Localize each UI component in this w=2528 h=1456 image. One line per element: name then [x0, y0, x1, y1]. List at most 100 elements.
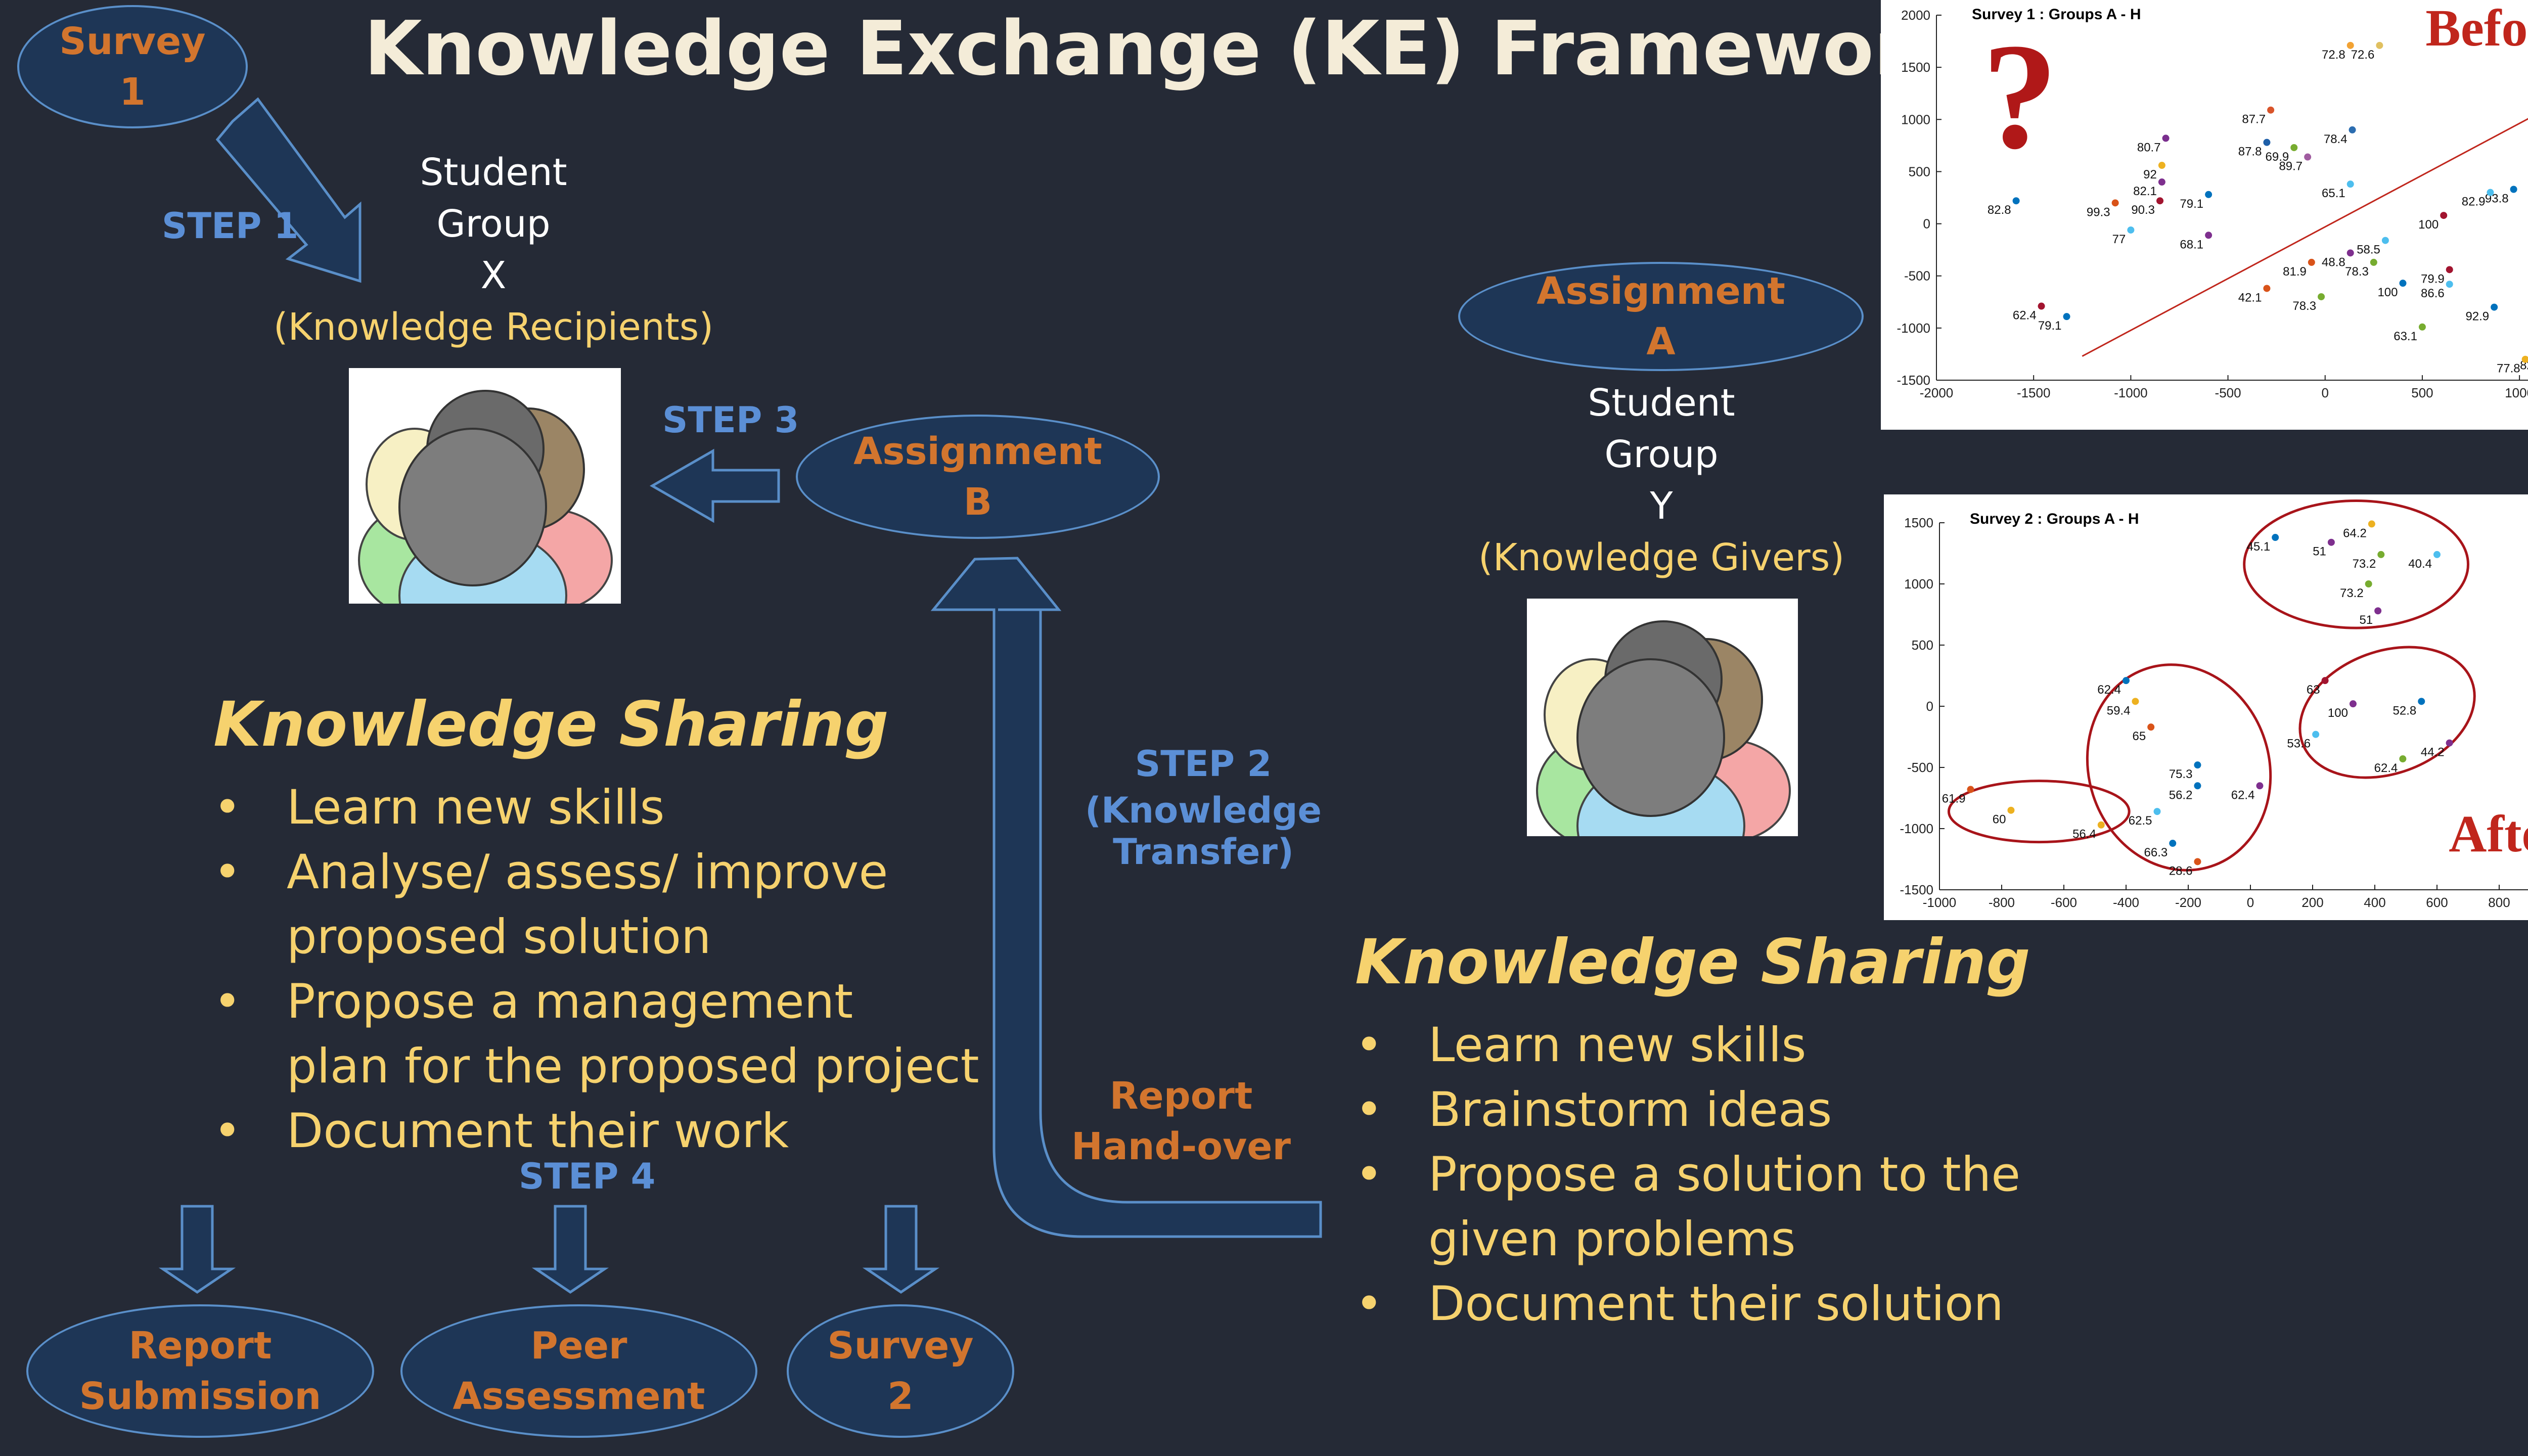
data-point [2370, 258, 2377, 266]
data-point-label: 72.6 [2351, 48, 2375, 62]
data-point-label: 58.5 [2357, 243, 2380, 257]
data-point-label: 62.4 [2013, 309, 2037, 323]
cluster-ellipse [2243, 499, 2469, 629]
data-point-label: 42.1 [2238, 291, 2262, 304]
data-point-label: 65 [2132, 730, 2146, 743]
data-point [2487, 189, 2494, 196]
data-point-label: 51 [2313, 545, 2326, 559]
x-tick-label: -2000 [1920, 385, 1954, 400]
ks-left-item-line1: Propose a management [287, 974, 853, 1029]
step1-arrow [215, 97, 362, 283]
x-tick-label: -200 [2175, 895, 2201, 910]
assignment-a-line1: Assignment [1537, 269, 1785, 313]
data-point [2346, 249, 2354, 257]
x-tick-label: -1500 [2017, 385, 2051, 400]
data-point-label: 44.2 [2421, 746, 2445, 759]
ks-left-item: Learn new skills [213, 776, 1022, 840]
data-point [2205, 232, 2213, 239]
data-point [2346, 41, 2354, 49]
step3-label: STEP 3 [662, 399, 799, 441]
x-tick-label: 400 [2364, 895, 2385, 910]
data-point-label: 63 [2307, 683, 2320, 697]
data-point [2446, 739, 2453, 747]
ks-right-item: Document their solution [1355, 1272, 2164, 1337]
data-point-label: 51 [2359, 613, 2373, 627]
x-tick-label: 500 [2411, 385, 2433, 400]
data-point [2365, 580, 2372, 587]
peer-assessment-line2: Assessment [453, 1375, 705, 1418]
step2-line2: (Knowledge Transfer) [1085, 790, 1322, 873]
ks-left-list: Learn new skills Analyse/ assess/ improv… [213, 776, 1022, 1164]
before-label: Before [2425, 0, 2528, 57]
data-point-label: 100 [2418, 218, 2439, 232]
data-point-label: 78.3 [2292, 299, 2316, 313]
y-tick-label: 1000 [1904, 576, 1933, 592]
group-x-line3: X [480, 254, 507, 297]
data-point-label: 92 [2143, 168, 2157, 181]
data-point [2158, 178, 2165, 186]
report-submission-oval: Report Submission [26, 1304, 374, 1438]
data-point-label: 80.7 [2137, 141, 2161, 154]
y-tick-label: -1500 [1897, 373, 1931, 388]
group-y-line2: Group [1604, 433, 1719, 476]
report-submission-line2: Submission [79, 1375, 322, 1418]
data-point-label: 100 [2377, 286, 2398, 299]
data-point-label: 62.5 [2129, 814, 2152, 828]
x-tick-label: 200 [2301, 895, 2323, 910]
data-point-label: 62.4 [2231, 788, 2255, 802]
data-point-label: 79.9 [2421, 272, 2445, 286]
data-point-label: 65.1 [2322, 187, 2345, 200]
group-x-illustration [349, 368, 621, 662]
y-tick-label: 1000 [1901, 112, 1930, 127]
ks-left-title: Knowledge Sharing [213, 689, 889, 760]
data-point-label: 82.9 [2462, 195, 2486, 209]
data-point-label: 78.4 [2324, 132, 2348, 146]
assignment-b-oval: Assignment B [796, 415, 1160, 539]
assignment-a-oval: Assignment A [1458, 262, 1864, 371]
survey-1-line1: Survey [59, 20, 206, 63]
data-point-label: 72.8 [2322, 48, 2345, 62]
data-point [2153, 808, 2161, 815]
ks-right-item: Learn new skills [1355, 1013, 2164, 1078]
data-point [2156, 197, 2164, 205]
y-tick-label: 1500 [1901, 60, 1930, 75]
x-tick-label: 0 [2322, 385, 2329, 400]
report-handover-line1: Report [1109, 1074, 1253, 1118]
data-point [2521, 355, 2528, 363]
people-group-icon [358, 390, 613, 662]
data-point [2377, 551, 2385, 558]
step4-arrow-survey2 [862, 1205, 940, 1294]
cluster-ellipse [2298, 646, 2476, 779]
data-point-label: 56.2 [2169, 788, 2193, 802]
data-point-label: 89.7 [2279, 160, 2303, 173]
peer-assessment-line1: Peer [530, 1324, 627, 1368]
data-point-label: 62.4 [2374, 761, 2398, 775]
data-point [2304, 153, 2312, 161]
ks-right-item: Brainstorm ideas [1355, 1078, 2164, 1143]
data-point [2433, 551, 2441, 558]
data-point [2256, 782, 2264, 790]
group-x-line1: Student [420, 151, 567, 194]
data-point [2097, 821, 2105, 829]
data-point [2446, 281, 2453, 288]
data-point-label: 28.6 [2169, 864, 2193, 878]
ks-right-item-line1: Propose a solution to the [1428, 1147, 2021, 1202]
after-label: After [2449, 805, 2528, 863]
y-tick-label: 500 [1912, 638, 1933, 653]
data-point [2349, 126, 2356, 133]
data-point [2147, 723, 2155, 731]
group-y-line3: Y [1650, 484, 1673, 528]
data-point [2418, 698, 2425, 705]
x-tick-label: -600 [2051, 895, 2077, 910]
peer-assessment-oval: Peer Assessment [400, 1304, 757, 1438]
assignment-b-line1: Assignment [853, 430, 1102, 473]
data-point [2440, 212, 2448, 219]
ks-right-item-line2: given problems [1428, 1212, 1796, 1267]
data-point [2194, 782, 2201, 790]
data-point-label: 81.9 [2283, 265, 2307, 279]
ks-left-item: Analyse/ assess/ improve proposed solutio… [213, 840, 1022, 970]
data-point-label: 73.2 [2340, 586, 2364, 600]
data-point [2194, 761, 2201, 769]
data-point-label: 79.1 [2180, 197, 2203, 211]
